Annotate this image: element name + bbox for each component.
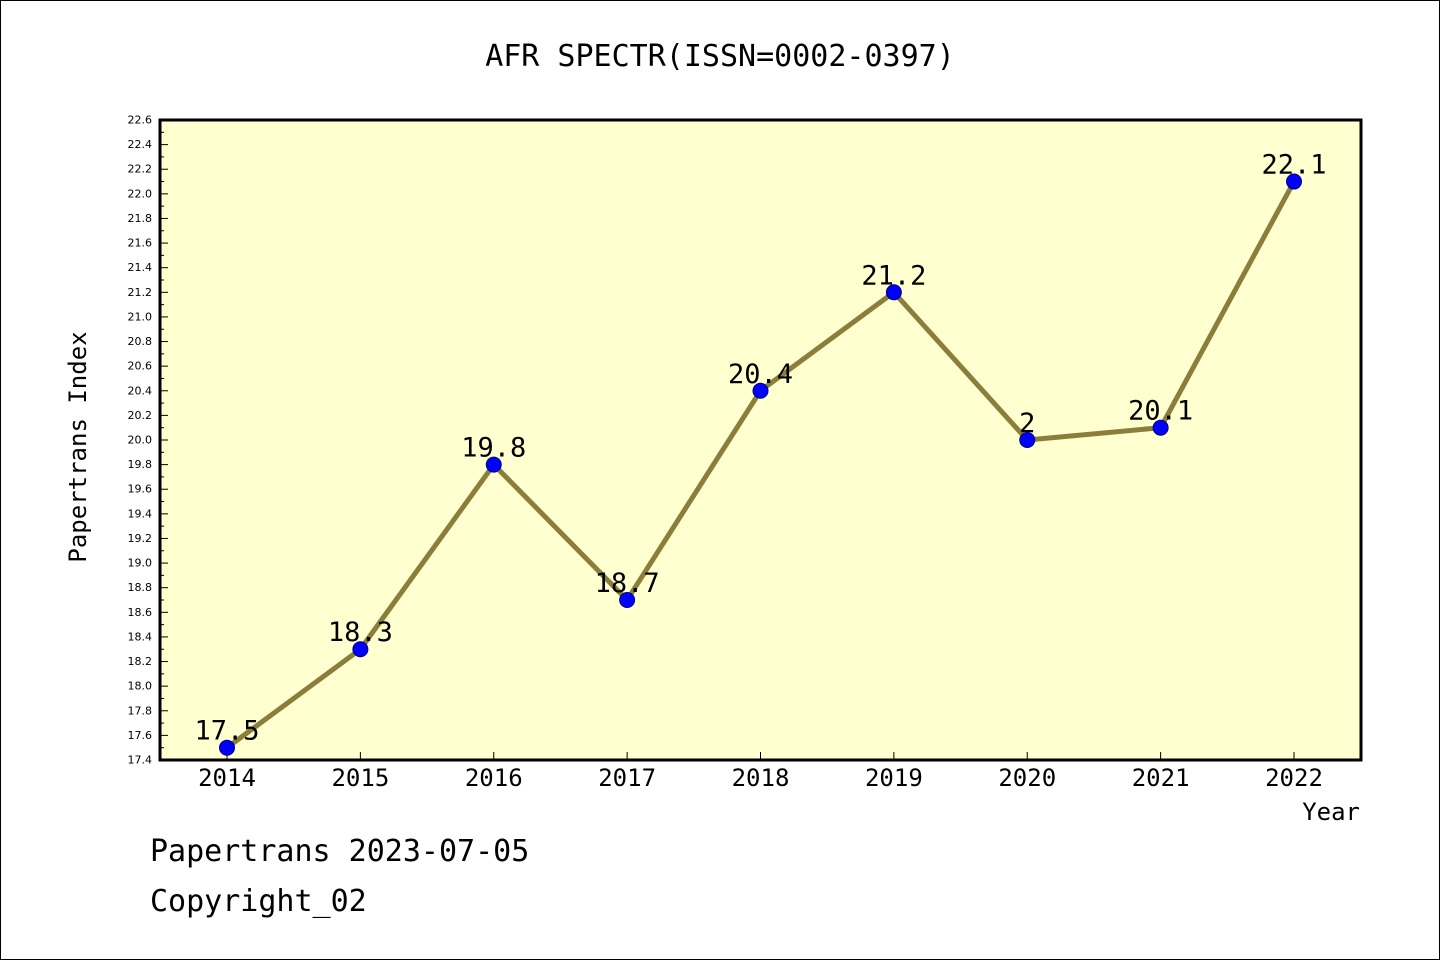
y-tick-label: 17.6 bbox=[128, 729, 153, 742]
data-point bbox=[219, 739, 235, 756]
series-layer: 17.5 18.3 19.8 18.7 20.4 21.2 2 20.1 22.1 bbox=[194, 150, 1327, 756]
y-tick-label: 21.6 bbox=[128, 237, 153, 250]
data-label: 21.2 bbox=[861, 260, 926, 291]
x-tick-label: 2021 bbox=[1132, 764, 1190, 792]
footer-copyright: Copyright_02 bbox=[150, 884, 367, 919]
x-tick-label: 2016 bbox=[465, 764, 523, 792]
plot-border bbox=[158, 118, 1363, 762]
y-tick-label: 19.0 bbox=[128, 557, 153, 570]
footer-date: Papertrans 2023-07-05 bbox=[150, 834, 530, 869]
y-tick-label: 19.2 bbox=[128, 532, 153, 545]
y-tick-label: 18.8 bbox=[128, 581, 153, 594]
y-tick-label: 18.6 bbox=[128, 606, 153, 619]
y-tick-label: 22.0 bbox=[128, 187, 153, 200]
data-label: 18.7 bbox=[595, 568, 660, 599]
y-tick-label: 21.4 bbox=[128, 261, 153, 274]
data-point bbox=[1152, 419, 1169, 436]
data-point bbox=[1019, 432, 1036, 448]
x-tick-label: 2014 bbox=[198, 764, 256, 792]
data-point bbox=[485, 456, 502, 473]
y-tick-label: 18.0 bbox=[128, 680, 153, 693]
y-axis-ticks: 17.4 17.6 17.8 18.0 18.2 18.4 18.6 18.8 19.0 19.2… bbox=[128, 114, 168, 767]
y-tick-label: 21.8 bbox=[128, 212, 153, 225]
y-tick-label: 20.0 bbox=[128, 434, 153, 447]
data-point bbox=[1286, 173, 1302, 190]
data-point bbox=[885, 284, 902, 301]
y-tick-label: 18.4 bbox=[128, 630, 153, 643]
x-tick-label: 2017 bbox=[598, 764, 656, 792]
data-point bbox=[752, 382, 769, 399]
x-axis-ticks: 2014 2015 2016 2017 2018 2019 2020 2021 2022 bbox=[198, 752, 1323, 792]
y-tick-label: 17.8 bbox=[128, 704, 153, 717]
data-label: 19.8 bbox=[461, 433, 526, 464]
data-point bbox=[352, 641, 369, 658]
y-tick-label: 21.2 bbox=[128, 286, 153, 299]
data-label: 2 bbox=[1019, 408, 1035, 439]
x-tick-label: 2019 bbox=[865, 764, 923, 792]
data-label: 20.1 bbox=[1128, 396, 1193, 427]
y-tick-label: 18.2 bbox=[128, 655, 153, 668]
y-axis-label: Papertrans Index bbox=[64, 331, 92, 562]
x-tick-label: 2022 bbox=[1265, 764, 1323, 792]
data-label: 20.4 bbox=[728, 359, 793, 390]
y-tick-label: 20.4 bbox=[128, 384, 153, 397]
x-tick-label: 2015 bbox=[331, 764, 389, 792]
y-tick-label: 22.2 bbox=[128, 163, 153, 176]
chart-title: AFR SPECTR(ISSN=0002-0397) bbox=[485, 39, 955, 74]
y-tick-label: 20.2 bbox=[128, 409, 153, 422]
y-tick-label: 20.8 bbox=[128, 335, 153, 348]
x-tick-label: 2020 bbox=[998, 764, 1056, 792]
y-tick-label: 21.0 bbox=[128, 310, 153, 323]
data-label: 18.3 bbox=[328, 617, 393, 648]
x-tick-label: 2018 bbox=[732, 764, 790, 792]
y-tick-label: 22.4 bbox=[128, 138, 153, 151]
x-axis-label: Year bbox=[1302, 798, 1360, 826]
data-point bbox=[619, 592, 636, 608]
data-label: 22.1 bbox=[1261, 150, 1326, 181]
y-tick-label: 19.8 bbox=[128, 458, 153, 471]
y-tick-label: 22.6 bbox=[128, 114, 153, 127]
y-tick-label: 19.6 bbox=[128, 483, 153, 496]
data-label: 17.5 bbox=[194, 716, 259, 747]
y-tick-label: 19.4 bbox=[128, 507, 153, 520]
y-tick-label: 20.6 bbox=[128, 360, 153, 373]
y-tick-label: 17.4 bbox=[128, 754, 153, 767]
